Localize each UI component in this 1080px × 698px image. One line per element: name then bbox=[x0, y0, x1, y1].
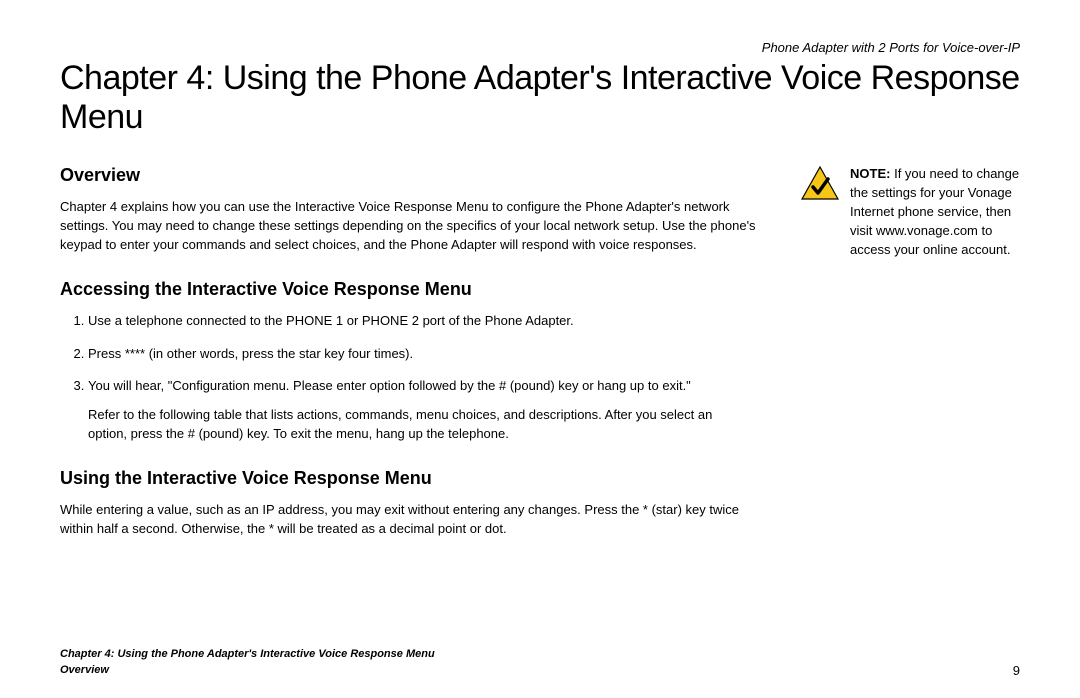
footer-page-number: 9 bbox=[1013, 663, 1020, 678]
header-product-line: Phone Adapter with 2 Ports for Voice-ove… bbox=[60, 40, 1020, 55]
note-text: NOTE: If you need to change the settings… bbox=[850, 165, 1020, 259]
page-footer: Chapter 4: Using the Phone Adapter's Int… bbox=[60, 647, 1020, 678]
main-column: Overview Chapter 4 explains how you can … bbox=[60, 165, 772, 550]
step-extra-text: Refer to the following table that lists … bbox=[88, 406, 752, 444]
side-column: NOTE: If you need to change the settings… bbox=[800, 165, 1020, 550]
two-column-layout: Overview Chapter 4 explains how you can … bbox=[60, 165, 1020, 550]
footer-left: Chapter 4: Using the Phone Adapter's Int… bbox=[60, 647, 435, 678]
overview-heading: Overview bbox=[60, 165, 772, 186]
note-box: NOTE: If you need to change the settings… bbox=[800, 165, 1020, 259]
chapter-title: Chapter 4: Using the Phone Adapter's Int… bbox=[60, 59, 1020, 137]
overview-body: Chapter 4 explains how you can use the I… bbox=[60, 198, 772, 255]
footer-section-line: Overview bbox=[60, 663, 435, 678]
accessing-steps: Use a telephone connected to the PHONE 1… bbox=[60, 312, 772, 444]
accessing-heading: Accessing the Interactive Voice Response… bbox=[60, 279, 772, 300]
warning-check-icon bbox=[800, 165, 840, 201]
using-body: While entering a value, such as an IP ad… bbox=[60, 501, 772, 539]
step-item: Use a telephone connected to the PHONE 1… bbox=[88, 312, 772, 331]
step-text: You will hear, "Configuration menu. Plea… bbox=[88, 378, 691, 393]
using-heading: Using the Interactive Voice Response Men… bbox=[60, 468, 772, 489]
document-page: Phone Adapter with 2 Ports for Voice-ove… bbox=[0, 0, 1080, 698]
footer-chapter-line: Chapter 4: Using the Phone Adapter's Int… bbox=[60, 647, 435, 662]
note-label: NOTE: bbox=[850, 166, 890, 181]
step-item: Press **** (in other words, press the st… bbox=[88, 345, 772, 364]
step-item: You will hear, "Configuration menu. Plea… bbox=[88, 377, 772, 444]
